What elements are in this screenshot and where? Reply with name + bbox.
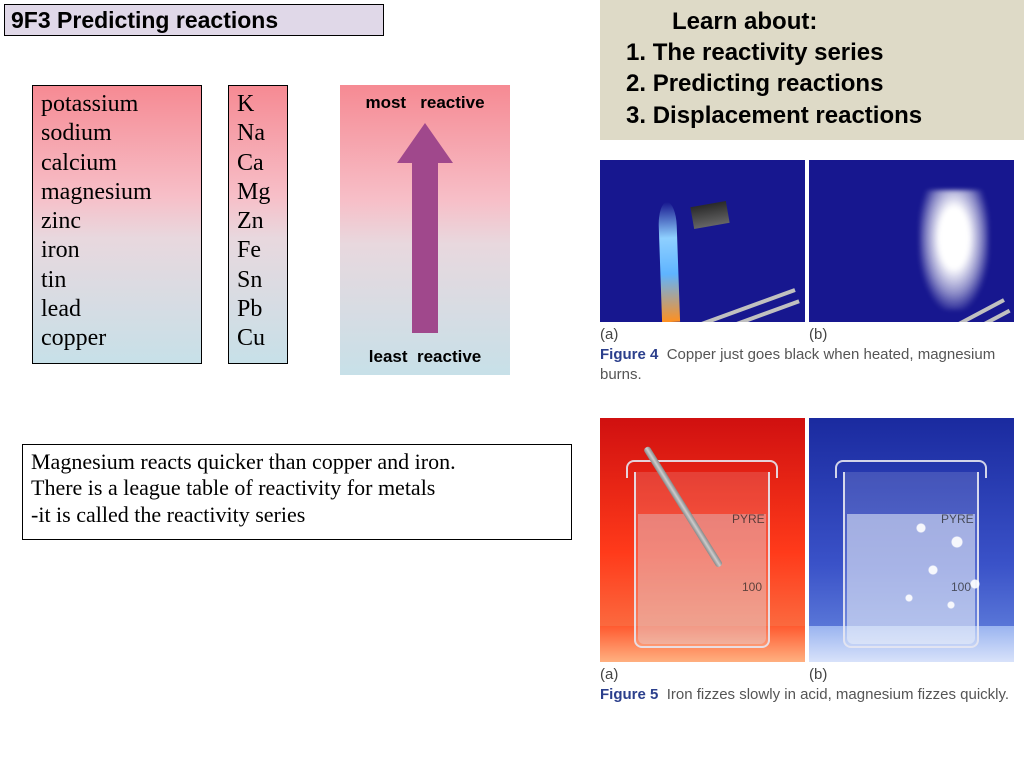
element-name: potassium [41, 90, 193, 119]
beaker-markings: PYRE 100 [732, 502, 762, 604]
figure-4b-sublabel: (b) [809, 326, 1014, 343]
learn-item-2-text: Predicting reactions [653, 70, 884, 97]
element-symbol: Sn [237, 266, 279, 295]
up-arrow-icon [397, 123, 453, 333]
figure-4-label: Figure 4 [600, 346, 658, 363]
figure-4b-photo [809, 160, 1014, 322]
element-symbol: Zn [237, 207, 279, 236]
arrow-top-label: most reactive [340, 93, 510, 113]
learn-about-panel: Learn about: 1. The reactivity series 2.… [600, 0, 1024, 140]
explain-line: Magnesium reacts quicker than copper and… [31, 449, 563, 475]
element-symbol: K [237, 90, 279, 119]
learn-item-1: 1. The reactivity series [626, 37, 998, 68]
element-name: copper [41, 324, 193, 353]
explain-line: There is a league table of reactivity fo… [31, 475, 563, 501]
beaker-markings: PYRE 100 [941, 502, 971, 604]
figure-5b-sublabel: (b) [809, 666, 1014, 683]
explain-line: -it is called the reactivity series [31, 502, 563, 528]
element-symbol: Na [237, 119, 279, 148]
figure-5-label: Figure 5 [600, 686, 658, 703]
reactivity-series-symbols: K Na Ca Mg Zn Fe Sn Pb Cu [228, 85, 288, 364]
learn-item-1-text: The reactivity series [653, 39, 884, 66]
element-symbol: Pb [237, 295, 279, 324]
figure-5a-photo: PYRE 100 [600, 418, 805, 662]
element-name: tin [41, 266, 193, 295]
element-symbol: Mg [237, 178, 279, 207]
page-title: 9F3 Predicting reactions [4, 4, 384, 36]
beaker-icon: PYRE 100 [843, 472, 979, 648]
figure-4a-sublabel: (a) [600, 326, 805, 343]
element-name: calcium [41, 149, 193, 178]
figure-4-caption-body: Copper just goes black when heated, magn… [600, 346, 995, 383]
element-name: iron [41, 236, 193, 265]
learn-item-3-text: Displacement reactions [653, 102, 922, 129]
arrow-bottom-label: least reactive [340, 347, 510, 367]
figure-5-caption-body: Iron fizzes slowly in acid, magnesium fi… [667, 686, 1009, 703]
magnesium-flare-icon [919, 190, 989, 310]
explanation-text: Magnesium reacts quicker than copper and… [22, 444, 572, 540]
element-name: sodium [41, 119, 193, 148]
figure-4-caption: Figure 4 Copper just goes black when hea… [600, 345, 1018, 384]
element-name: zinc [41, 207, 193, 236]
figure-5-caption: Figure 5 Iron fizzes slowly in acid, mag… [600, 685, 1018, 705]
tongs-icon [663, 288, 796, 322]
figure-5: PYRE 100 PYRE 100 (a) (b) Figure 5 Iron … [600, 418, 1018, 705]
element-name: magnesium [41, 178, 193, 207]
figure-4a-photo [600, 160, 805, 322]
learn-item-2: 2. Predicting reactions [626, 68, 998, 99]
figure-5b-photo: PYRE 100 [809, 418, 1014, 662]
element-symbol: Cu [237, 324, 279, 353]
figure-4: (a) (b) Figure 4 Copper just goes black … [600, 160, 1018, 384]
bunsen-flame-icon [658, 202, 680, 322]
copper-strip-icon [690, 201, 729, 229]
element-symbol: Fe [237, 236, 279, 265]
learn-heading: Learn about: [626, 6, 998, 37]
beaker-icon: PYRE 100 [634, 472, 770, 648]
reactivity-arrow-panel: most reactive least reactive [340, 85, 510, 375]
element-symbol: Ca [237, 149, 279, 178]
learn-item-3: 3. Displacement reactions [626, 100, 998, 131]
element-name: lead [41, 295, 193, 324]
figure-5a-sublabel: (a) [600, 666, 805, 683]
reactivity-series-names: potassium sodium calcium magnesium zinc … [32, 85, 202, 364]
